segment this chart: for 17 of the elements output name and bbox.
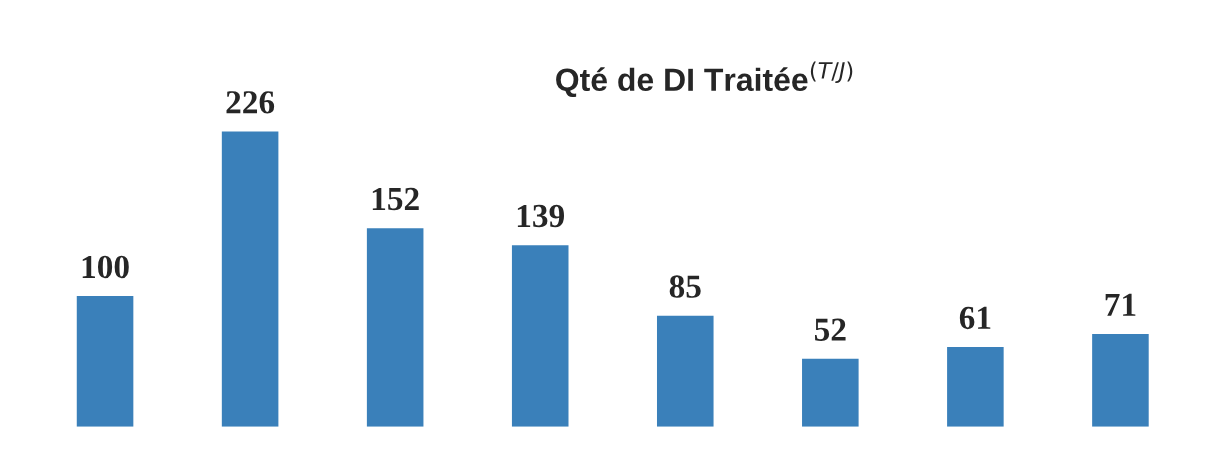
data-label: 52 xyxy=(814,318,846,341)
bar xyxy=(802,358,859,427)
chart-title: Qté de DI Traitée$^{(T/J)}$ xyxy=(556,61,853,98)
bar xyxy=(947,347,1004,427)
data-label: 71 xyxy=(1105,293,1136,316)
bar xyxy=(1092,334,1149,427)
data-label: 139 xyxy=(517,204,565,228)
data-label: 226 xyxy=(226,91,275,114)
bar xyxy=(511,245,569,427)
bar xyxy=(366,228,424,427)
data-label: 85 xyxy=(669,275,701,298)
bar xyxy=(221,131,279,427)
data-label: 61 xyxy=(959,306,991,330)
bar xyxy=(76,296,134,427)
data-label: 152 xyxy=(372,187,419,211)
bar xyxy=(656,315,714,427)
data-label: 100 xyxy=(82,255,129,279)
